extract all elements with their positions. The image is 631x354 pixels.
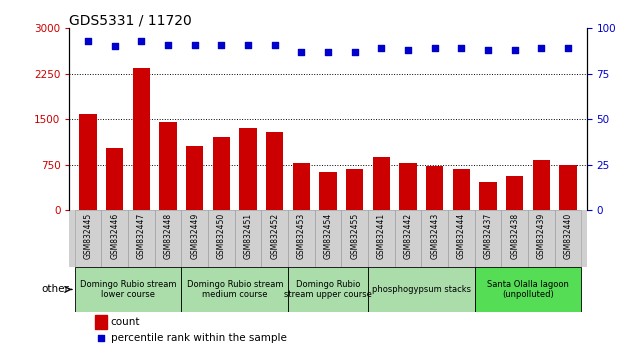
Bar [480,182,497,210]
Bar [422,210,448,267]
Point [510,47,520,53]
Text: GDS5331 / 11720: GDS5331 / 11720 [69,13,192,27]
Bar [239,128,257,210]
Bar [102,210,128,267]
Bar [399,163,417,210]
Bar [555,210,582,267]
Text: Santa Olalla lagoon
(unpolluted): Santa Olalla lagoon (unpolluted) [487,280,569,299]
Text: GSM832446: GSM832446 [110,213,119,259]
Text: GSM832448: GSM832448 [163,213,173,259]
Bar [208,210,235,267]
Text: phosphogypsum stacks: phosphogypsum stacks [372,285,471,294]
Bar [261,210,288,267]
Text: GSM832438: GSM832438 [510,213,519,259]
Bar [106,148,124,210]
Point [483,47,493,53]
Bar [533,160,550,210]
Bar [341,210,368,267]
Point [377,45,387,51]
Text: GSM832450: GSM832450 [217,213,226,259]
Bar [319,172,337,210]
Text: Domingo Rubio
stream upper course: Domingo Rubio stream upper course [284,280,372,299]
Bar [373,157,390,210]
Point [83,38,93,44]
Text: GSM832455: GSM832455 [350,213,359,259]
Text: Domingo Rubio stream
medium course: Domingo Rubio stream medium course [187,280,283,299]
Point [269,42,280,47]
Text: GSM832447: GSM832447 [137,213,146,259]
Bar [368,267,475,312]
Bar [213,137,230,210]
Bar [80,114,97,210]
Bar [288,210,315,267]
Bar [346,169,363,210]
Text: GSM832454: GSM832454 [324,213,333,259]
Bar [182,267,288,312]
Text: percentile rank within the sample: percentile rank within the sample [111,333,286,343]
Point [403,47,413,53]
Bar [528,210,555,267]
Text: GSM832444: GSM832444 [457,213,466,259]
Bar [368,210,395,267]
Bar [133,68,150,210]
Bar [475,267,582,312]
Bar [155,210,182,267]
Text: GSM832453: GSM832453 [297,213,306,259]
Text: GSM832449: GSM832449 [191,213,199,259]
Bar [560,165,577,210]
Text: GSM832441: GSM832441 [377,213,386,259]
Point [430,45,440,51]
Text: count: count [111,318,140,327]
Point [563,45,573,51]
Point [110,44,120,49]
Bar [448,210,475,267]
Bar [182,210,208,267]
Text: other: other [41,285,69,295]
Bar [315,210,341,267]
Point [163,42,173,47]
Point [536,45,546,51]
Point [216,42,227,47]
Point [350,49,360,55]
Bar [128,210,155,267]
Bar [266,132,283,210]
Point [96,335,106,341]
Text: GSM832452: GSM832452 [270,213,280,259]
Point [243,42,253,47]
Point [456,45,466,51]
Bar [293,163,310,210]
Bar [502,210,528,267]
Bar [506,176,524,210]
Point [323,49,333,55]
Text: GSM832439: GSM832439 [537,213,546,259]
Bar [74,267,182,312]
Bar [95,315,107,329]
Text: GSM832445: GSM832445 [83,213,93,259]
Text: GSM832440: GSM832440 [563,213,573,259]
Text: GSM832451: GSM832451 [244,213,252,259]
Bar [288,267,368,312]
Bar [395,210,422,267]
Point [190,42,200,47]
Bar [426,166,444,210]
Point [297,49,307,55]
Text: GSM832437: GSM832437 [483,213,493,259]
Bar [186,147,203,210]
Text: Domingo Rubio stream
lower course: Domingo Rubio stream lower course [80,280,176,299]
Point [136,38,146,44]
Bar [453,169,470,210]
Bar [475,210,502,267]
Bar [69,210,587,267]
Bar [235,210,261,267]
Text: GSM832443: GSM832443 [430,213,439,259]
Text: GSM832442: GSM832442 [404,213,413,259]
Bar [160,122,177,210]
Bar [74,210,102,267]
